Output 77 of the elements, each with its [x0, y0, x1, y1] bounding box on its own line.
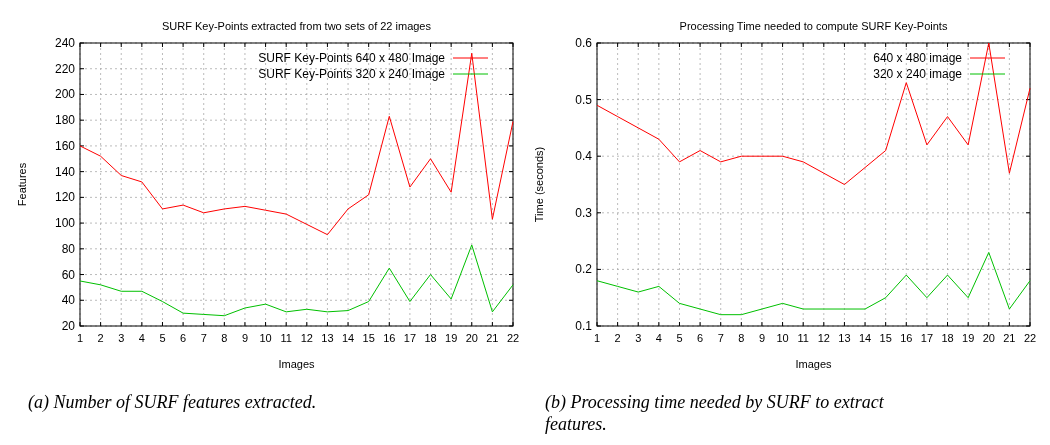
text: (b) Processing time needed by SURF to extract features.	[545, 392, 885, 434]
text: (a) Number of SURF features extracted.	[28, 392, 317, 413]
x-tick-label: 6	[180, 332, 187, 344]
y-axis-title: Time (seconds)	[533, 146, 545, 223]
legend-label: SURF Key-Points 320 x 240 Image	[258, 67, 446, 81]
x-tick-label: 16	[900, 332, 913, 344]
x-tick-label: 12	[300, 332, 313, 344]
x-tick-label: 5	[159, 332, 166, 344]
y-tick-label: 220	[54, 61, 76, 76]
x-tick-label: 4	[655, 332, 662, 344]
y-tick-label: 180	[54, 113, 76, 128]
x-tick-label: 21	[1003, 332, 1016, 344]
x-tick-label: 1	[76, 332, 84, 344]
x-tick-label: 9	[241, 332, 249, 344]
x-tick-label: 19	[962, 332, 975, 344]
y-tick-label: 160	[54, 138, 76, 153]
x-tick-label: 9	[758, 332, 766, 344]
y-tick-label: 100	[54, 216, 76, 231]
x-tick-label: 6	[697, 332, 704, 344]
y-tick-label: 0.6	[575, 36, 593, 50]
x-axis-title: Images	[795, 358, 833, 370]
x-tick-label: 11	[280, 332, 292, 344]
x-tick-label: 3	[635, 332, 642, 344]
x-axis-title: Images	[278, 358, 316, 370]
y-tick-label: 20	[61, 319, 76, 333]
y-tick-label: 0.1	[575, 319, 593, 333]
x-tick-label: 7	[200, 332, 207, 344]
line-series	[596, 251, 1031, 316]
x-tick-label: 22	[1023, 332, 1037, 344]
legend-label: 320 x 240 image	[873, 67, 963, 81]
x-tick-label: 1	[593, 332, 601, 344]
x-tick-label: 17	[920, 332, 934, 344]
legend-label: 640 x 480 image	[873, 51, 963, 65]
y-axis-title: Features	[16, 162, 28, 207]
chart-title: Processing Time needed to compute SURF Key-Points	[679, 20, 948, 32]
y-tick-label: 240	[54, 36, 76, 50]
y-tick-label: 0.5	[575, 92, 593, 107]
y-tick-label: 140	[54, 164, 76, 179]
x-tick-label: 16	[383, 332, 396, 344]
x-tick-label: 13	[321, 332, 334, 344]
x-tick-label: 10	[259, 332, 272, 344]
y-tick-label: 0.4	[575, 149, 593, 164]
x-tick-label: 7	[717, 332, 724, 344]
x-tick-label: 15	[879, 332, 892, 344]
x-tick-label: 15	[362, 332, 375, 344]
x-tick-label: 17	[403, 332, 417, 344]
x-tick-label: 13	[838, 332, 851, 344]
x-tick-label: 19	[445, 332, 458, 344]
x-tick-label: 20	[465, 332, 478, 344]
y-tick-label: 60	[61, 267, 76, 282]
x-tick-label: 18	[941, 332, 954, 344]
x-tick-label: 20	[982, 332, 995, 344]
y-tick-label: 0.3	[575, 205, 593, 220]
x-tick-label: 8	[738, 332, 745, 344]
y-tick-label: 0.2	[575, 262, 593, 277]
y-tick-label: 200	[54, 87, 76, 102]
x-tick-label: 4	[138, 332, 145, 344]
x-tick-label: 21	[486, 332, 499, 344]
x-tick-label: 12	[817, 332, 830, 344]
x-tick-label: 10	[776, 332, 789, 344]
x-tick-label: 2	[614, 332, 621, 344]
y-tick-label: 80	[61, 241, 76, 256]
legend-label: SURF Key-Points 640 x 480 Image	[258, 51, 446, 65]
x-tick-label: 18	[424, 332, 437, 344]
y-tick-label: 120	[54, 190, 76, 205]
x-tick-label: 5	[676, 332, 683, 344]
line-series	[79, 244, 514, 317]
line-series	[79, 52, 514, 236]
x-tick-label: 11	[797, 332, 809, 344]
x-tick-label: 22	[506, 332, 520, 344]
chart-title: SURF Key-Points extracted from two sets of 22 images	[162, 20, 432, 32]
x-tick-label: 14	[858, 332, 872, 344]
x-tick-label: 2	[97, 332, 104, 344]
y-tick-label: 40	[61, 293, 76, 308]
x-tick-label: 14	[341, 332, 355, 344]
x-tick-label: 8	[221, 332, 228, 344]
x-tick-label: 3	[118, 332, 125, 344]
